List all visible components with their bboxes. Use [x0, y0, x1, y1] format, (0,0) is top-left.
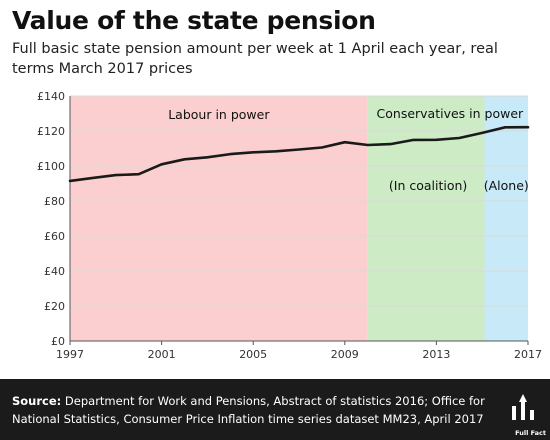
annotation-conservatives: Conservatives in power [377, 106, 525, 121]
chart-subtitle: Full basic state pension amount per week… [12, 41, 498, 77]
x-tick-label: 2017 [514, 348, 542, 361]
y-tick-label: £100 [37, 160, 65, 173]
source-label: Source: [12, 394, 62, 408]
annotation-alone: (Alone) [484, 178, 529, 193]
y-tick-label: £60 [44, 230, 65, 243]
y-tick-label: £0 [51, 335, 65, 348]
x-tick-label: 2013 [422, 348, 450, 361]
region-band-1 [70, 96, 368, 341]
source-note: Source: Department for Work and Pensions… [12, 392, 490, 428]
y-tick-label: £80 [44, 195, 65, 208]
y-tick-label: £120 [37, 125, 65, 138]
pension-line-chart: £0 £20 £40 £60 £80 £100 £120 £140 1997 2001 2005 20… [37, 90, 542, 361]
y-tick-label: £20 [44, 300, 65, 313]
source-text: Department for Work and Pensions, Abstra… [12, 394, 485, 426]
y-tick-label: £40 [44, 265, 65, 278]
region-band-3 [484, 96, 528, 341]
x-tick-label: 2001 [148, 348, 176, 361]
region-band-2 [367, 96, 485, 341]
full-fact-logo-icon [512, 394, 534, 420]
y-tick-label: £140 [37, 90, 65, 103]
logo-text: Full Fact [515, 429, 546, 437]
chart-title: Value of the state pension [12, 6, 376, 35]
source-footer: Source: Department for Work and Pensions… [0, 379, 550, 440]
pension-line [68, 125, 530, 183]
x-tick-label: 1997 [56, 348, 84, 361]
region-label-labour: Labour in power [168, 107, 270, 122]
annotation-coalition: (In coalition) [389, 178, 467, 193]
x-tick-label: 2009 [331, 348, 359, 361]
x-tick-label: 2005 [239, 348, 267, 361]
